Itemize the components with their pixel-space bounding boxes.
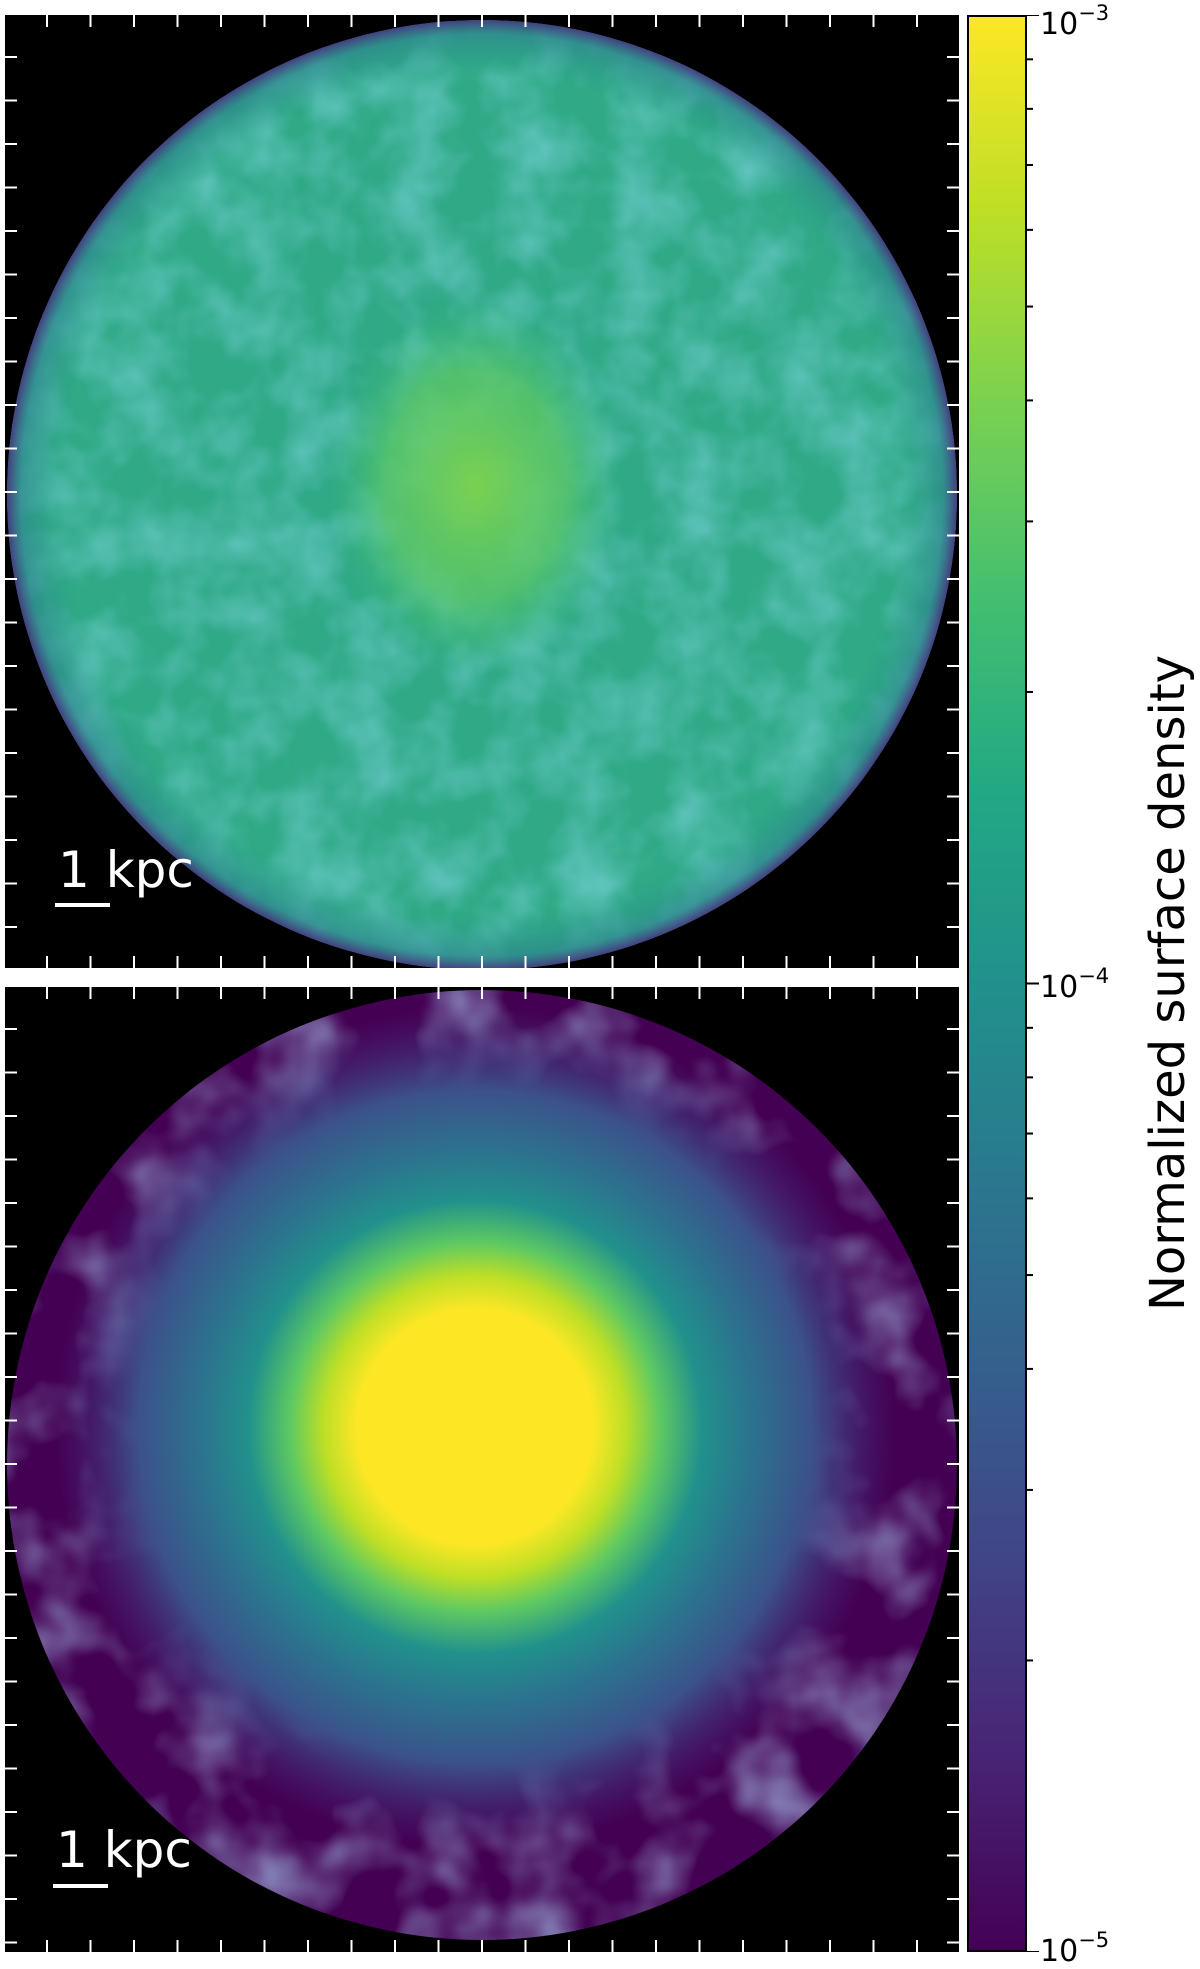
bottom-scalebar-label: 1 kpc [56,1821,192,1879]
bottom-density-map-panel: 1 kpc [5,987,959,1952]
colorbar-tick-label-mid: 10−4 [1040,964,1110,1005]
colorbar-ticks [1025,15,1039,1952]
top-density-map [5,15,959,968]
top-axis-ticks [5,15,959,968]
colorbar-tick-label-bottom: 10−5 [1040,1928,1110,1969]
bottom-axis-ticks [5,987,959,1952]
colorbar-label: Normalized surface density [1140,654,1196,1312]
colorbar-tick-label-top: 10−3 [1040,1,1110,42]
bottom-scalebar [53,1884,108,1888]
bottom-core-region [55,1007,895,1847]
bottom-density-map [5,987,959,1952]
top-scalebar-label: 1 kpc [58,841,194,899]
top-scalebar [55,903,110,907]
top-density-map-panel: 1 kpc [5,15,959,968]
